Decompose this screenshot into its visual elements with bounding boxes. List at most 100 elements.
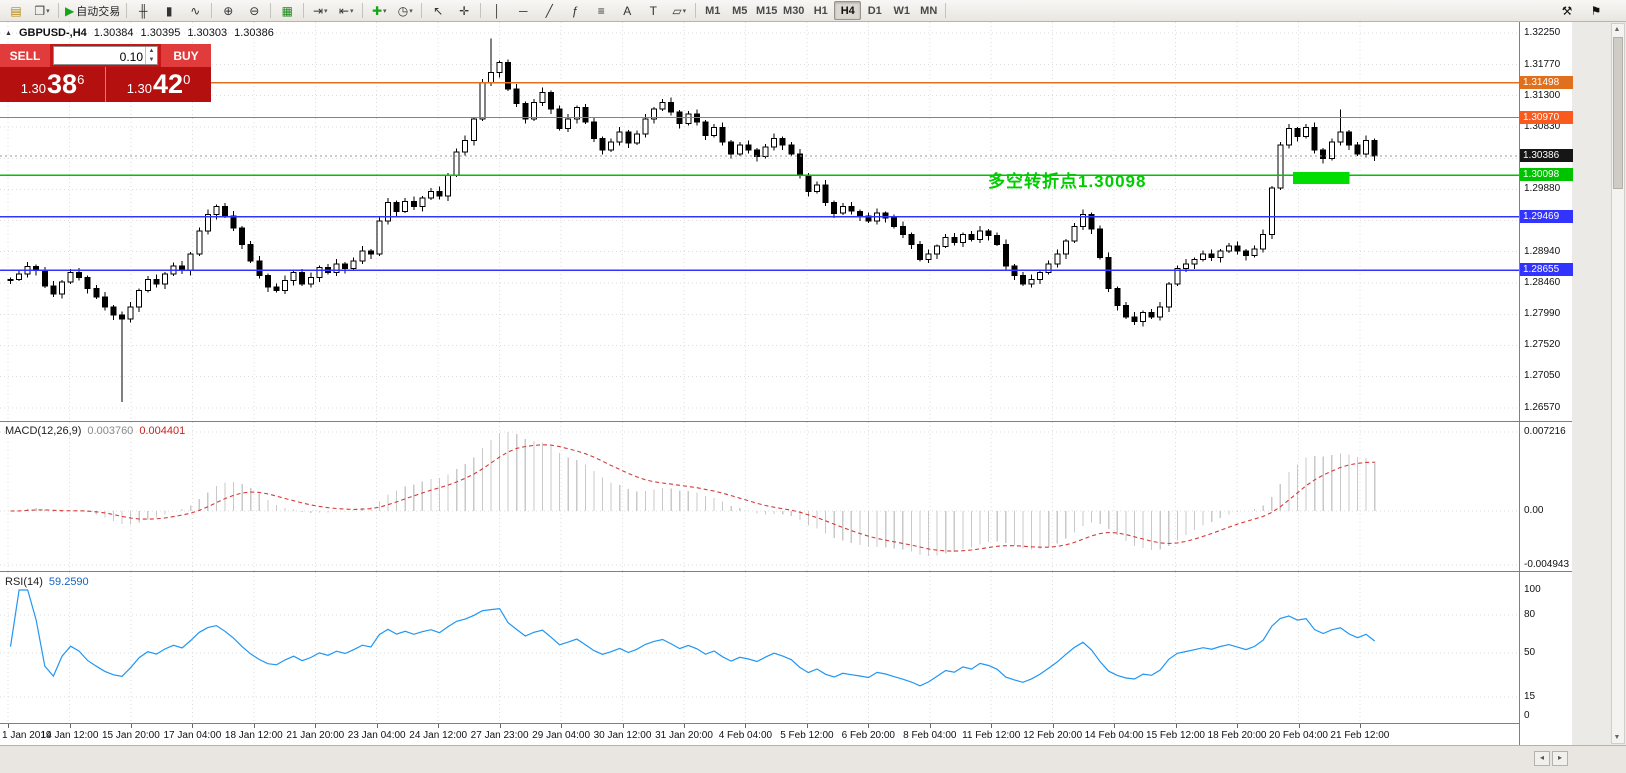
text-button[interactable]: A [614, 1, 640, 21]
sell-price[interactable]: 1.30 38 6 [0, 67, 105, 102]
dropdown-caret-icon: ▾ [682, 7, 687, 15]
scroll-right-icon[interactable]: ▸ [1552, 751, 1568, 766]
symbol-title: GBPUSD-,H4 [18, 27, 87, 39]
bar-chart-button[interactable]: ╫ [130, 1, 156, 21]
time-axis-label: 23 Jan 04:00 [347, 730, 406, 741]
candlestick-chart-button[interactable]: ▮ [156, 1, 182, 21]
macd-main-value: 0.003760 [87, 425, 134, 437]
timeframe-h4-button[interactable]: H4 [834, 1, 862, 20]
toolbar-right-buttons: ⚒ ⚑ [1554, 1, 1623, 21]
time-axis-label: 24 Jan 12:00 [409, 730, 468, 741]
volume-input[interactable]: 0.10 ▲ ▼ [53, 46, 158, 65]
horizontal-line-button[interactable]: ─ [510, 1, 536, 21]
scroll-left-icon[interactable]: ◂ [1534, 751, 1550, 766]
scroll-up-icon[interactable]: ▲ [1613, 26, 1621, 33]
timeframe-d1-button[interactable]: D1 [867, 4, 882, 17]
cursor-button[interactable]: ↖ [425, 1, 451, 21]
new-order-button[interactable]: ▤ [3, 1, 29, 21]
price-level-badge: 1.30386 [1520, 149, 1573, 163]
sell-price-big: 38 [47, 69, 78, 99]
chart-shift-icon: ⇤ [338, 3, 349, 18]
text-label-button[interactable]: T [640, 1, 666, 21]
timeframe-h1-button[interactable]: H1 [813, 4, 828, 17]
time-axis-label: 21 Feb 12:00 [1330, 730, 1390, 741]
macd-panel-canvas[interactable] [0, 422, 1519, 571]
price-level-badge: 1.31498 [1520, 75, 1573, 89]
toolbar: ▤ ❐ ▾ ▶ 自动交易 ╫ ▮ ∿ ⊕ ⊖ ▦ ⇥ ▾ ⇤ ▾ ✚ ▾ ◷ ▾ ↖ ✛ │ ─ ╱ ƒ ≡ A T ▱ ▾ M1 M5 M15… [0, 0, 1626, 22]
main-chart-canvas[interactable] [0, 22, 1519, 421]
buy-button[interactable]: BUY [161, 44, 211, 67]
fibonacci-icon: ƒ [571, 3, 579, 18]
macd-label: MACD(12,26,9) 0.003760 0.004401 [5, 425, 185, 437]
fibonacci-button[interactable]: ƒ [562, 1, 588, 21]
toolbar-separator [945, 3, 947, 18]
horizontal-scrollbar[interactable]: ◂ ▸ [0, 745, 1626, 773]
rsi-name: RSI(14) [5, 576, 43, 588]
new-chart-button[interactable]: ❐ ▾ [29, 1, 55, 21]
right-gutter: ▲ ▼ [1572, 22, 1626, 745]
zoom-out-button[interactable]: ⊖ [241, 1, 267, 21]
horizontal-line-icon: ─ [518, 3, 528, 18]
time-axis-label: 1 Jan 2019 [2, 730, 52, 741]
price-level-badge: 1.30970 [1520, 110, 1573, 124]
tile-windows-button[interactable]: ▦ [274, 1, 300, 21]
time-axis-tick [684, 724, 685, 728]
time-axis-label: 18 Jan 12:00 [224, 730, 283, 741]
price-axis[interactable]: 1.322501.317701.313001.308301.303501.298… [1519, 22, 1573, 745]
zoom-in-button[interactable]: ⊕ [215, 1, 241, 21]
price-axis-label: 1.29880 [1524, 183, 1561, 195]
autotrading-button[interactable]: ▶ 自动交易 [62, 1, 123, 21]
indicators-button[interactable]: ✚ ▾ [366, 1, 392, 21]
time-axis-label: 14 Feb 04:00 [1084, 730, 1144, 741]
time-axis-tick [1175, 724, 1177, 728]
panel-divider[interactable] [0, 421, 1572, 422]
toolbar-separator [421, 3, 423, 18]
volume-value[interactable]: 0.10 [119, 50, 143, 64]
highlight-rectangle[interactable] [1293, 172, 1350, 184]
time-axis-tick [1052, 724, 1054, 728]
bar-chart-icon: ╫ [138, 3, 148, 18]
periods-button[interactable]: ◷ ▾ [392, 1, 418, 21]
settings-button[interactable]: ⚒ [1554, 1, 1580, 21]
collapse-panel-icon[interactable]: ▲ [5, 29, 12, 37]
timeframe-m5-button[interactable]: M5 [732, 4, 748, 17]
price-axis-label: 1.26570 [1524, 402, 1561, 413]
time-axis[interactable]: 1 Jan 2019 14 Jan 12:00 15 Jan 20:00 17 Jan… [0, 723, 1572, 745]
scrollbar-thumb[interactable] [1613, 37, 1623, 189]
one-click-trade-panel: SELL 0.10 ▲ ▼ BUY 1.30 38 6 1.30 42 0 [0, 44, 211, 102]
line-chart-button[interactable]: ∿ [182, 1, 208, 21]
shapes-button[interactable]: ▱ ▾ [666, 1, 692, 21]
timeframe-m30-button[interactable]: M30 [783, 4, 805, 17]
timeframe-mn-button[interactable]: MN [920, 4, 938, 17]
alerts-button[interactable]: ⚑ [1583, 1, 1609, 21]
chart-text-annotation[interactable]: 多空转折点1.30098 [988, 172, 1147, 191]
objects-list-icon: ≡ [597, 3, 605, 18]
time-axis-label: 29 Jan 04:00 [532, 730, 591, 741]
chart-shift-button[interactable]: ⇤ ▾ [333, 1, 359, 21]
panel-divider[interactable] [0, 571, 1572, 572]
time-axis-label: 14 Jan 12:00 [40, 730, 99, 741]
vertical-line-button[interactable]: │ [484, 1, 510, 21]
toolbar-separator [303, 3, 305, 18]
timeframe-m1-button[interactable]: M1 [705, 4, 721, 17]
crosshair-button[interactable]: ✛ [451, 1, 477, 21]
price-divider [105, 67, 106, 102]
vertical-scrollbar[interactable]: ▲ ▼ [1611, 23, 1625, 744]
volume-down-icon[interactable]: ▼ [148, 56, 155, 63]
volume-stepper[interactable]: ▲ ▼ [145, 47, 157, 64]
timeframe-w1-button[interactable]: W1 [893, 4, 910, 17]
timeframe-m15-button[interactable]: M15 [756, 4, 778, 17]
trendline-button[interactable]: ╱ [536, 1, 562, 21]
objects-list-button[interactable]: ≡ [588, 1, 614, 21]
time-axis-label: 31 Jan 20:00 [655, 730, 713, 741]
scroll-down-icon[interactable]: ▼ [1613, 734, 1621, 741]
indicators-icon: ✚ [371, 3, 382, 18]
auto-scroll-button[interactable]: ⇥ ▾ [307, 1, 333, 21]
volume-up-icon[interactable]: ▲ [148, 48, 155, 54]
new-chart-icon: ❐ [34, 3, 46, 18]
price-axis-label: 1.27520 [1524, 339, 1561, 351]
buy-price[interactable]: 1.30 42 0 [106, 67, 211, 102]
cursor-icon: ↖ [433, 3, 444, 18]
rsi-panel-canvas[interactable] [0, 572, 1519, 723]
sell-button[interactable]: SELL [0, 44, 50, 67]
